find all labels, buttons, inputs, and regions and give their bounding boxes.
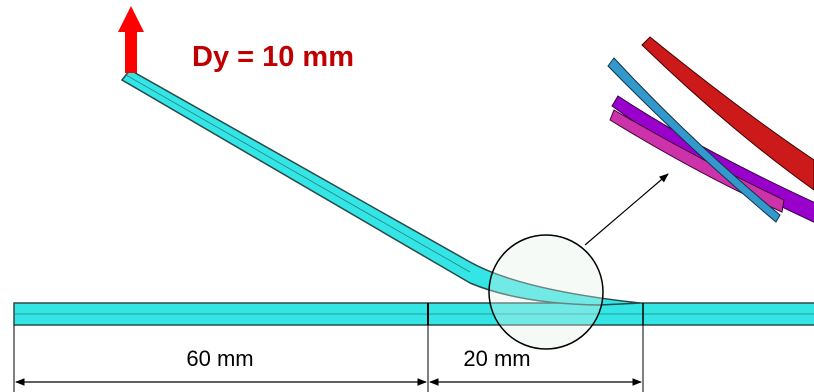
dimension-label: 20 mm <box>463 346 530 371</box>
load-label: Dy = 10 mm <box>192 41 354 73</box>
arm-midline <box>126 75 470 272</box>
dimension-label: 60 mm <box>186 346 253 371</box>
load-arrow <box>118 6 144 73</box>
zoom-circle <box>489 235 603 349</box>
peel-diagram: Dy = 10 mm 60 mm 20 mm <box>0 0 814 392</box>
zoom-arrow <box>585 174 668 245</box>
